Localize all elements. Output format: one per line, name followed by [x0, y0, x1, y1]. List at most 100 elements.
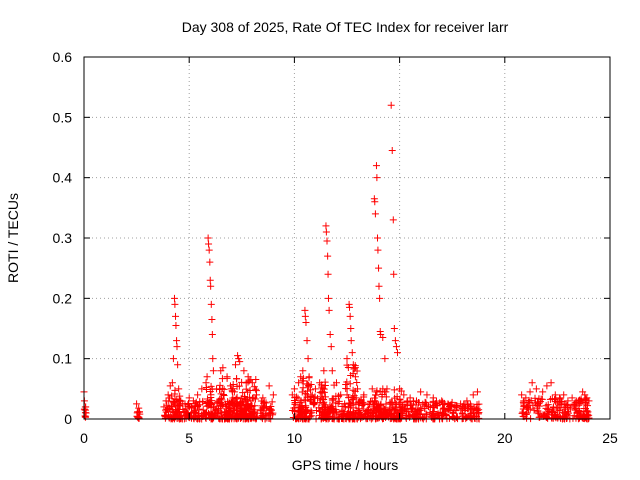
data-point: [244, 388, 252, 396]
data-point: [563, 414, 571, 422]
data-point: [175, 385, 183, 393]
data-point: [328, 395, 336, 403]
data-point: [343, 391, 351, 399]
data-point: [297, 397, 305, 405]
data-point: [353, 378, 361, 386]
data-point: [386, 411, 394, 419]
y-tick-label: 0.1: [53, 351, 73, 367]
data-point: [205, 246, 213, 254]
x-tick-label: 25: [602, 430, 618, 446]
data-point: [389, 216, 397, 224]
data-point: [532, 385, 540, 393]
data-point: [299, 384, 307, 392]
data-point: [539, 388, 547, 396]
data-point: [301, 410, 309, 418]
data-point: [347, 337, 355, 345]
data-point: [390, 325, 398, 332]
data-point: [167, 402, 175, 410]
data-point: [248, 402, 256, 410]
data-point: [466, 412, 474, 420]
data-point: [372, 162, 380, 170]
data-point: [423, 411, 431, 419]
data-point: [347, 325, 355, 332]
data-point: [238, 378, 246, 386]
data-point: [382, 393, 390, 401]
data-point: [302, 404, 310, 412]
data-point: [304, 355, 312, 363]
data-point: [375, 264, 383, 272]
data-point: [325, 306, 333, 314]
data-point: [190, 407, 198, 415]
data-point: [391, 394, 399, 402]
data-point: [326, 331, 334, 339]
data-point: [417, 406, 425, 414]
data-point: [405, 411, 413, 419]
data-point: [169, 397, 177, 405]
data-point: [235, 382, 243, 390]
y-tick-labels: 0 0.1 0.2 0.3 0.4 0.5 0.6: [53, 49, 73, 427]
data-point: [293, 393, 301, 401]
data-point: [310, 399, 318, 407]
data-point: [321, 381, 329, 389]
data-point: [233, 375, 241, 383]
data-point: [218, 396, 226, 404]
y-tick-label: 0: [64, 411, 72, 427]
data-point: [209, 355, 217, 363]
data-point: [202, 400, 210, 408]
data-point: [473, 401, 481, 409]
data-point: [208, 414, 216, 422]
data-point: [252, 375, 260, 383]
data-point: [564, 397, 572, 405]
data-point: [198, 385, 206, 393]
data-point: [169, 355, 177, 363]
data-point: [170, 412, 178, 420]
data-point: [354, 385, 362, 393]
data-point: [433, 411, 441, 419]
data-point: [581, 404, 589, 412]
data-point: [552, 414, 560, 422]
data-point: [233, 393, 241, 401]
data-point: [371, 198, 379, 206]
data-point: [184, 401, 192, 409]
data-point: [316, 407, 324, 415]
data-point: [395, 400, 403, 408]
data-point: [466, 400, 474, 408]
x-tick-labels: 0 5 10 15 20 25: [80, 430, 618, 446]
y-axis-label: ROTI / TECUs: [5, 193, 21, 283]
data-point: [173, 402, 181, 410]
data-point: [345, 400, 353, 408]
data-point: [379, 334, 387, 342]
data-point: [346, 312, 354, 320]
data-point: [442, 410, 450, 418]
data-point: [457, 400, 465, 408]
y-tick-label: 0.4: [53, 170, 73, 186]
data-point: [366, 411, 374, 419]
data-point: [377, 400, 385, 408]
data-point: [526, 398, 534, 406]
data-point: [301, 312, 309, 320]
data-point: [338, 402, 346, 410]
data-point: [324, 294, 332, 302]
data-point: [550, 408, 558, 416]
data-point: [196, 398, 204, 406]
y-tick-label: 0.6: [53, 49, 73, 65]
data-point: [172, 321, 180, 329]
data-point: [226, 407, 234, 415]
x-tick-label: 15: [392, 430, 408, 446]
data-point: [421, 405, 429, 413]
data-point: [417, 388, 425, 396]
data-point: [301, 306, 309, 314]
data-point: [439, 414, 447, 422]
data-point: [207, 393, 215, 401]
data-point: [409, 398, 417, 406]
data-points: [80, 101, 593, 423]
data-point: [376, 294, 384, 302]
data-point: [311, 385, 319, 393]
data-point: [535, 398, 543, 406]
data-point: [133, 400, 141, 408]
data-point: [250, 383, 258, 391]
data-point: [316, 379, 324, 387]
data-point: [162, 397, 170, 405]
data-point: [378, 390, 386, 398]
data-point: [563, 401, 571, 409]
